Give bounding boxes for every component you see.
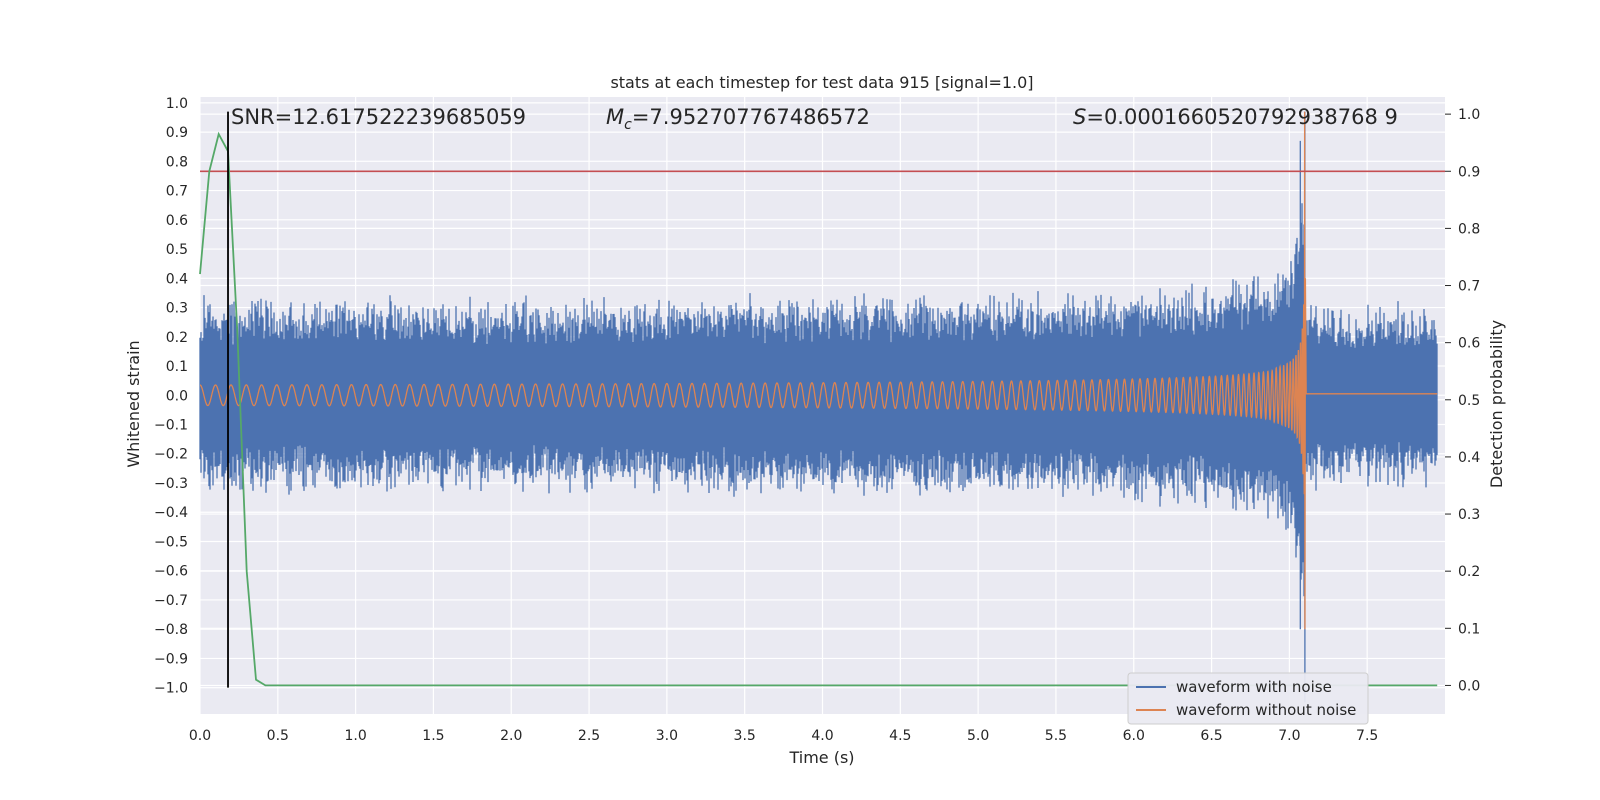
x-tick-label: 7.5 <box>1356 728 1378 744</box>
y2-tick-label: 0.8 <box>1458 221 1480 237</box>
x-tick-label: 4.5 <box>889 728 911 744</box>
y-tick-label: 0.2 <box>166 330 188 346</box>
x-tick-label: 2.5 <box>578 728 600 744</box>
y-tick-label: −0.2 <box>154 447 188 463</box>
legend-label-noise: waveform with noise <box>1176 678 1332 696</box>
y-tick-label: −0.1 <box>154 418 188 434</box>
y-tick-label: −0.8 <box>154 622 188 638</box>
y2-tick-label: 0.9 <box>1458 164 1480 180</box>
x-tick-label: 4.0 <box>811 728 833 744</box>
s-annotation: S=0.0001660520792938768 9 <box>1073 105 1398 129</box>
y-tick-label: −0.3 <box>154 476 188 492</box>
y-tick-label: 0.4 <box>166 271 188 287</box>
y2-tick-label: 0.5 <box>1458 393 1480 409</box>
x-tick-label: 6.5 <box>1200 728 1222 744</box>
x-tick-label: 5.5 <box>1045 728 1067 744</box>
legend-box <box>1127 672 1369 725</box>
chirp-mass-annotation: Mc=7.952707767486572 <box>606 105 870 133</box>
y-tick-label: −0.9 <box>154 651 188 667</box>
y2-tick-label: 0.2 <box>1458 564 1480 580</box>
y-tick-label: 1.0 <box>166 96 188 112</box>
y2-tick-label: 0.7 <box>1458 279 1480 295</box>
y-tick-label: 0.3 <box>166 301 188 317</box>
y-tick-label: 0.0 <box>166 388 188 404</box>
y-tick-label: −0.6 <box>154 564 188 580</box>
y-tick-label: 0.7 <box>166 184 188 200</box>
x-tick-label: 3.5 <box>734 728 756 744</box>
snr-annotation: SNR=12.617522239685059 <box>231 105 526 129</box>
x-tick-label: 6.0 <box>1123 728 1145 744</box>
y-tick-label: −0.4 <box>154 505 188 521</box>
chart-title: stats at each timestep for test data 915… <box>610 73 1033 92</box>
x-axis-label: Time (s) <box>788 748 854 767</box>
series-waveform-without-noise <box>199 111 1438 630</box>
x-tick-label: 5.0 <box>967 728 989 744</box>
clean-waveform-path <box>199 111 1438 630</box>
y2-tick-label: 0.0 <box>1458 678 1480 694</box>
y2-axis-label: Detection probability <box>1487 320 1506 488</box>
y2-tick-label: 0.1 <box>1458 621 1480 637</box>
series-detection-probability <box>199 131 1438 687</box>
y-tick-label: −0.7 <box>154 593 188 609</box>
y-tick-label: 0.1 <box>166 359 188 375</box>
x-tick-label: 1.5 <box>422 728 444 744</box>
probability-line <box>199 131 1438 687</box>
x-axis-ticks: 0.0 0.5 1.0 1.5 2.0 2.5 3.0 3.5 4.0 4.5 5.0 5.5 6.0 6… <box>189 728 1378 744</box>
x-tick-label: 2.0 <box>500 728 522 744</box>
y2-tick-label: 0.3 <box>1458 507 1480 523</box>
x-tick-label: 0.5 <box>267 728 289 744</box>
y2-tick-label: 0.4 <box>1458 450 1480 466</box>
y2-axis-ticks: 1.0 0.9 0.8 0.7 0.6 0.5 0.4 0.3 0.2 0.1 0.0 <box>1445 107 1480 694</box>
x-tick-label: 3.0 <box>656 728 678 744</box>
y-tick-label: 0.8 <box>166 154 188 170</box>
y-axis-label: Whitened strain <box>124 340 143 467</box>
y-tick-label: −1.0 <box>154 681 188 697</box>
y-tick-label: −0.5 <box>154 534 188 550</box>
x-tick-label: 1.0 <box>344 728 366 744</box>
legend-label-clean: waveform without noise <box>1176 701 1356 719</box>
y-tick-label: 0.6 <box>166 213 188 229</box>
y-tick-label: 0.9 <box>166 125 188 141</box>
y-axis-ticks: 1.0 0.9 0.8 0.7 0.6 0.5 0.4 0.3 0.2 0.1 0.0 −0.1 −0.… <box>154 96 188 697</box>
x-tick-label: 0.0 <box>189 728 211 744</box>
y2-tick-label: 0.6 <box>1458 336 1480 352</box>
legend: waveform with noise waveform without noi… <box>1127 672 1369 725</box>
y-tick-label: 0.5 <box>166 242 188 258</box>
x-tick-label: 7.0 <box>1278 728 1300 744</box>
y2-tick-label: 1.0 <box>1458 107 1480 123</box>
